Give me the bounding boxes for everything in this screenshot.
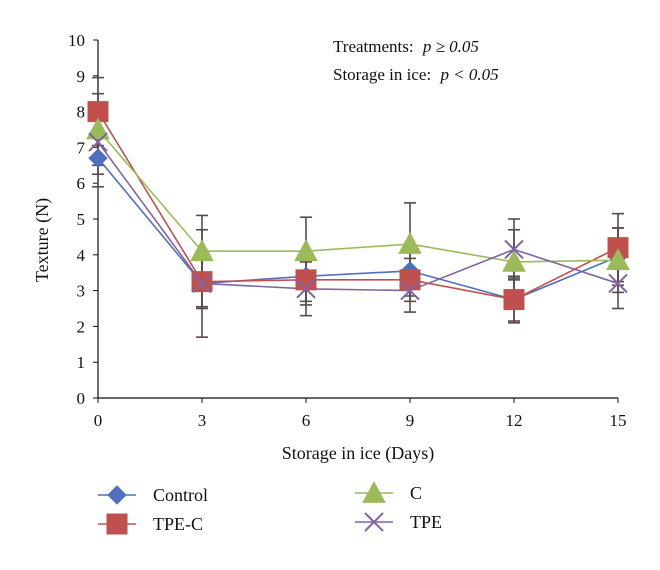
x-axis-label: Storage in ice (Days) xyxy=(282,443,434,464)
series-line-c xyxy=(97,128,619,263)
marker-x-stroke xyxy=(504,239,524,260)
y-tick-label: 10 xyxy=(68,31,85,50)
legend-item-c: C xyxy=(355,480,422,503)
series-line-tpe xyxy=(97,141,619,292)
x-tick-label: 6 xyxy=(302,411,311,430)
y-axis-label: Texture (N) xyxy=(32,198,53,282)
y-tick-label: 0 xyxy=(77,389,86,408)
legend-marker-c xyxy=(362,480,386,503)
data-point-tpe-c xyxy=(191,271,213,293)
legend-marker-control xyxy=(107,485,127,505)
data-point-tpe-c xyxy=(295,269,317,291)
legend-marker-tpe xyxy=(364,512,384,532)
annotation-treatments-label: Treatments: xyxy=(333,37,414,56)
data-point-tpe-c xyxy=(399,269,421,291)
y-tick-label: 5 xyxy=(77,210,86,229)
legend-item-tpe-c: TPE-C xyxy=(98,513,203,535)
series-line-control xyxy=(97,157,619,301)
data-point-tpe-c xyxy=(503,289,525,311)
y-tick-label: 7 xyxy=(77,138,86,157)
x-tick-label: 9 xyxy=(406,411,415,430)
annotation-storage-label: Storage in ice: xyxy=(333,65,431,84)
data-point-c xyxy=(606,248,630,271)
data-point-c xyxy=(502,249,526,272)
x-tick-label: 12 xyxy=(506,411,523,430)
y-tick-label: 9 xyxy=(77,67,86,86)
data-point-tpe xyxy=(608,273,628,294)
data-point-tpe xyxy=(296,279,316,299)
annotation-storage: Storage in ice: p < 0.05 xyxy=(333,65,499,84)
y-tick-label: 8 xyxy=(77,103,86,122)
annotation-storage-stat: p < 0.05 xyxy=(439,65,498,84)
data-point-c xyxy=(398,232,422,254)
data-point-tpe xyxy=(504,239,524,260)
x-tick-label: 15 xyxy=(610,411,627,430)
legend: Control TPE-C C TPE xyxy=(98,480,442,535)
marker-x-stroke xyxy=(608,273,628,294)
data-point-tpe xyxy=(400,280,420,301)
legend-marker-tpe-c xyxy=(106,513,128,535)
series-markers xyxy=(86,101,630,311)
marker-x-stroke xyxy=(88,132,108,152)
x-tick-label: 3 xyxy=(198,411,207,430)
error-bars xyxy=(92,76,624,338)
legend-label-tpe-c: TPE-C xyxy=(153,514,203,534)
legend-item-control: Control xyxy=(98,485,208,505)
marker-x-stroke xyxy=(364,512,384,532)
annotation-treatments: Treatments: p ≥ 0.05 xyxy=(333,37,479,56)
data-point-c xyxy=(190,239,214,262)
y-tick-label: 2 xyxy=(77,317,86,336)
y-tick-label: 6 xyxy=(77,174,86,193)
y-tick-label: 3 xyxy=(77,282,86,301)
annotation-treatments-stat: p ≥ 0.05 xyxy=(422,37,479,56)
x-tick-label: 0 xyxy=(94,411,103,430)
legend-item-tpe: TPE xyxy=(355,512,442,532)
legend-label-c: C xyxy=(410,483,422,503)
data-point-control xyxy=(88,148,108,168)
y-tick-label: 4 xyxy=(77,246,86,265)
series-line-tpe-c xyxy=(97,111,619,301)
y-tick-label: 1 xyxy=(77,353,86,372)
marker-x-stroke xyxy=(192,273,212,294)
data-point-tpe xyxy=(192,273,212,294)
data-point-tpe xyxy=(88,132,108,152)
marker-x-stroke xyxy=(296,279,316,299)
series-lines xyxy=(97,111,619,301)
data-point-c xyxy=(294,239,318,262)
marker-x-stroke xyxy=(400,280,420,301)
data-point-c xyxy=(86,117,110,140)
legend-label-tpe: TPE xyxy=(410,512,442,532)
legend-label-control: Control xyxy=(153,485,208,505)
